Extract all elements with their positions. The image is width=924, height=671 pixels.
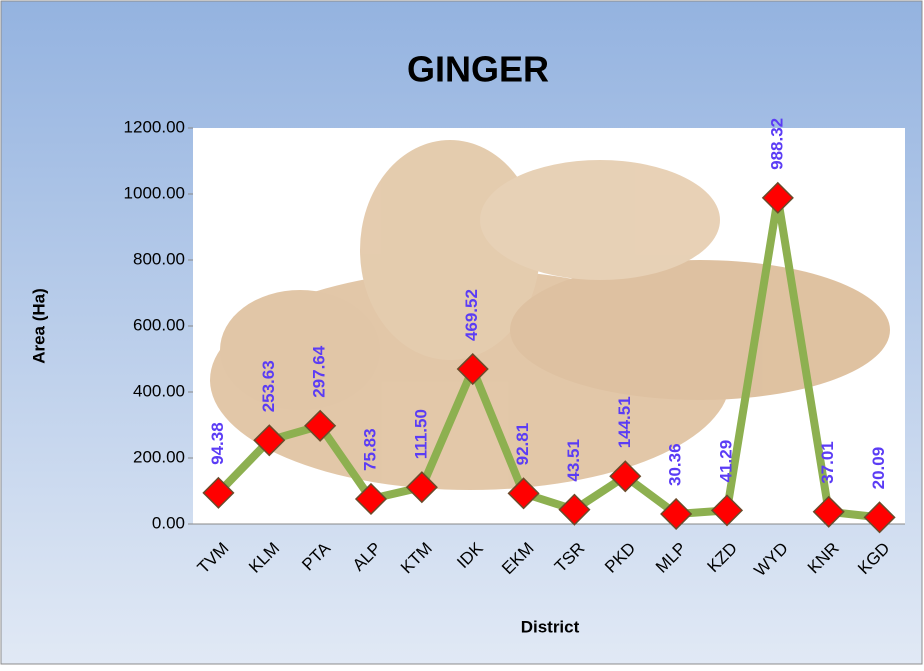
data-label: 253.63: [259, 360, 278, 412]
page: GINGER Area (Ha) District 0.00 200.00 400.…: [0, 0, 924, 666]
data-label: 41.29: [716, 440, 735, 483]
chart: GINGER Area (Ha) District 0.00 200.00 400.…: [0, 0, 924, 666]
y-axis-label: Area (Ha): [29, 288, 48, 364]
data-label: 37.01: [818, 441, 837, 484]
data-label: 92.81: [513, 423, 532, 466]
data-label: 43.51: [564, 439, 583, 482]
y-tick-label: 800.00: [133, 249, 185, 268]
data-label: 297.64: [310, 345, 329, 398]
y-tick-label: 1000.00: [124, 183, 185, 202]
data-label: 20.09: [869, 447, 888, 490]
data-label: 988.32: [767, 118, 786, 170]
data-label: 75.83: [360, 428, 379, 471]
data-label: 30.36: [666, 443, 685, 486]
x-axis-label: District: [521, 617, 580, 636]
data-label: 144.51: [615, 396, 634, 448]
data-label: 94.38: [208, 422, 227, 465]
y-tick-label: 400.00: [133, 381, 185, 400]
chart-title: GINGER: [407, 49, 549, 90]
y-tick-label: 600.00: [133, 315, 185, 334]
y-tick-label: 200.00: [133, 447, 185, 466]
y-tick-label: 1200.00: [124, 117, 185, 136]
y-tick-label: 0.00: [152, 513, 185, 532]
data-label: 469.52: [462, 289, 481, 341]
data-label: 111.50: [411, 409, 430, 459]
